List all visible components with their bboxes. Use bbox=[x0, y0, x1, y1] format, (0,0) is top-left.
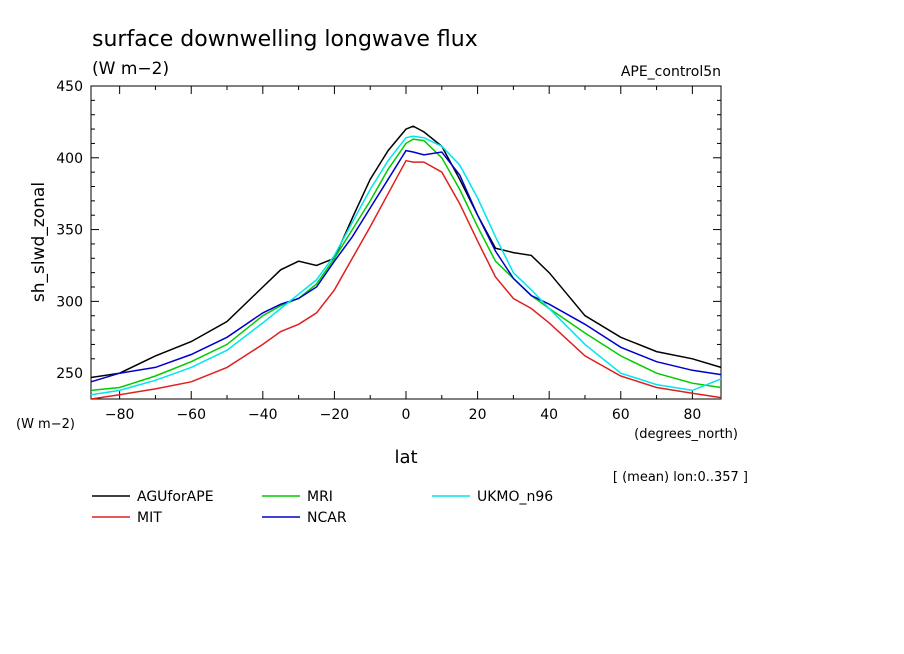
legend-label-ukmo-n96: UKMO_n96 bbox=[477, 489, 553, 505]
chart-title: surface downwelling longwave flux bbox=[92, 27, 478, 52]
legend: AGUforAPE MIT MRI NCAR UKMO_n96 bbox=[92, 489, 553, 526]
legend-label-mit: MIT bbox=[137, 510, 162, 526]
series-line-mit bbox=[90, 159, 722, 399]
plot-frame bbox=[90, 85, 722, 400]
x-tick-label: 20 bbox=[469, 407, 487, 423]
y-tick-label: 300 bbox=[56, 294, 83, 310]
y-units-label: (W m−2) bbox=[16, 417, 75, 432]
legend-label-aguforape: AGUforAPE bbox=[137, 489, 214, 505]
x-tick-label: 40 bbox=[540, 407, 558, 423]
series-line-ukmo-n96 bbox=[90, 135, 722, 396]
x-tick-label: −60 bbox=[176, 407, 206, 423]
y-tick-label: 350 bbox=[56, 223, 83, 239]
series-line-aguforape bbox=[90, 125, 722, 379]
x-tick-label: −20 bbox=[320, 407, 350, 423]
y-tick-label: 400 bbox=[56, 151, 83, 167]
units-label: (W m−2) bbox=[92, 59, 169, 79]
y-axis-label: sh_slwd_zonal bbox=[29, 182, 49, 302]
experiment-label: APE_control5n bbox=[621, 64, 721, 80]
footnote: [ (mean) lon:0..357 ] bbox=[613, 470, 748, 485]
x-tick-label: −40 bbox=[248, 407, 278, 423]
legend-label-ncar: NCAR bbox=[307, 510, 347, 526]
x-tick-label: 0 bbox=[402, 407, 411, 423]
legend-label-mri: MRI bbox=[307, 489, 333, 505]
y-tick-label: 250 bbox=[56, 366, 83, 382]
x-tick-label: 60 bbox=[612, 407, 630, 423]
x-axis-label: lat bbox=[394, 447, 417, 468]
x-tick-label: 80 bbox=[683, 407, 701, 423]
series-line-mri bbox=[90, 138, 722, 392]
y-tick-label: 450 bbox=[56, 79, 83, 95]
x-units-label: (degrees_north) bbox=[634, 427, 738, 442]
series-line-ncar bbox=[90, 149, 722, 383]
x-tick-label: −80 bbox=[105, 407, 135, 423]
plot-area: 250 300 350 400 450 −80 −60 −40 −20 0 20 40 60 80 bbox=[56, 79, 722, 423]
